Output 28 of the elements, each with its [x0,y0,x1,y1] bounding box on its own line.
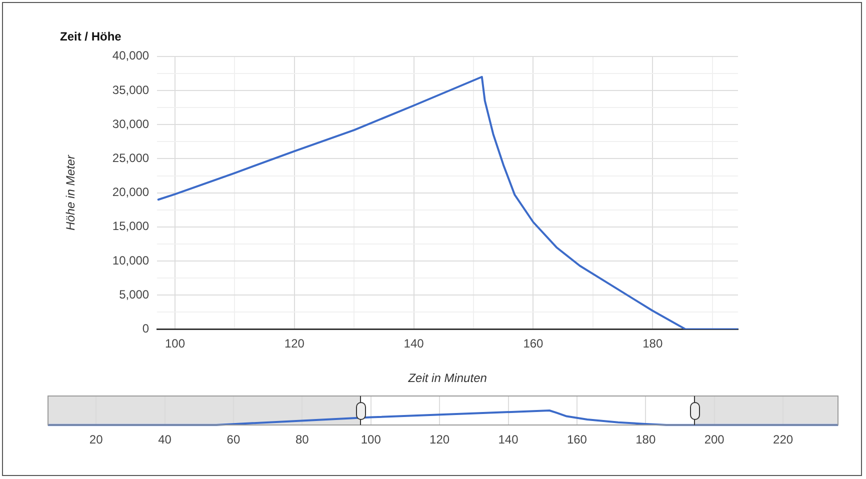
y-tick-label: 5,000 [119,287,150,302]
x-tick-label: 100 [360,432,382,447]
y-tick-label: 10,000 [112,253,150,268]
x-tick-label: 180 [636,432,656,447]
x-axis-title: Zeit in Minuten [407,371,488,386]
y-axis-title: Höhe in Meter [64,154,78,230]
x-tick-label: 40 [158,432,172,447]
chart-title: Zeit / Höhe [60,30,122,44]
x-tick-label: 200 [704,432,725,447]
y-tick-label: 15,000 [112,219,150,234]
x-tick-label: 120 [430,432,450,447]
y-tick-label: 0 [142,322,150,336]
y-tick-label: 20,000 [112,185,150,200]
x-tick-label: 140 [498,432,519,447]
x-tick-label: 180 [642,336,663,351]
x-tick-label: 160 [523,336,544,351]
x-tick-label: 220 [773,432,794,447]
x-tick-label: 160 [566,432,588,447]
y-tick-label: 40,000 [112,48,150,63]
x-tick-label: 140 [404,336,424,351]
x-tick-label: 60 [226,432,240,447]
x-tick-label: 20 [89,432,104,447]
y-tick-label: 25,000 [112,151,150,166]
x-tick-label: 80 [295,432,310,447]
y-tick-label: 35,000 [112,82,150,97]
x-tick-label: 100 [165,336,186,351]
y-tick-label: 30,000 [112,116,150,131]
x-tick-label: 120 [284,336,305,351]
